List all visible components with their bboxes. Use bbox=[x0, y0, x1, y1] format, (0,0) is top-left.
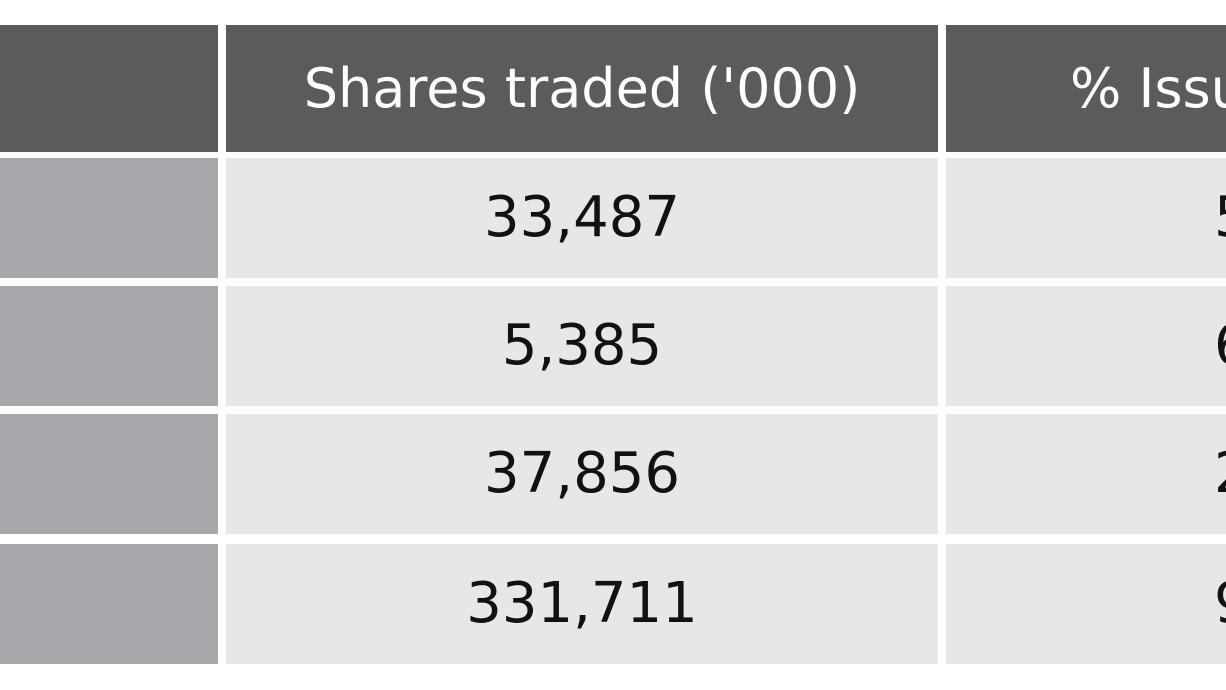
cell-text: 33,487 bbox=[484, 185, 680, 250]
header-text: % Issu bbox=[1070, 57, 1226, 120]
cell-text: 9 bbox=[1214, 544, 1226, 664]
body-cell: 5,385 bbox=[226, 286, 938, 406]
body-cell: 5 bbox=[946, 158, 1226, 278]
row-label-cell bbox=[0, 286, 218, 406]
cell-text: 2 bbox=[1214, 414, 1226, 534]
cell-text: 37,856 bbox=[484, 441, 680, 506]
header-cell: Shares traded ('000) bbox=[226, 25, 938, 152]
cell-text: 5,385 bbox=[501, 313, 663, 378]
header-cell: % Issu bbox=[946, 25, 1226, 152]
body-cell: 2 bbox=[946, 414, 1226, 534]
cell-text: 6 bbox=[1214, 286, 1226, 406]
row-label-cell bbox=[0, 544, 218, 664]
header-text: Shares traded ('000) bbox=[303, 57, 861, 120]
cell-text: 5 bbox=[1214, 158, 1226, 278]
body-cell: 9 bbox=[946, 544, 1226, 664]
cell-text: 331,711 bbox=[466, 571, 698, 636]
body-cell: 37,856 bbox=[226, 414, 938, 534]
row-label-cell bbox=[0, 158, 218, 278]
header-blank-cell bbox=[0, 25, 218, 152]
body-cell: 331,711 bbox=[226, 544, 938, 664]
body-cell: 6 bbox=[946, 286, 1226, 406]
body-cell: 33,487 bbox=[226, 158, 938, 278]
row-label-cell bbox=[0, 414, 218, 534]
